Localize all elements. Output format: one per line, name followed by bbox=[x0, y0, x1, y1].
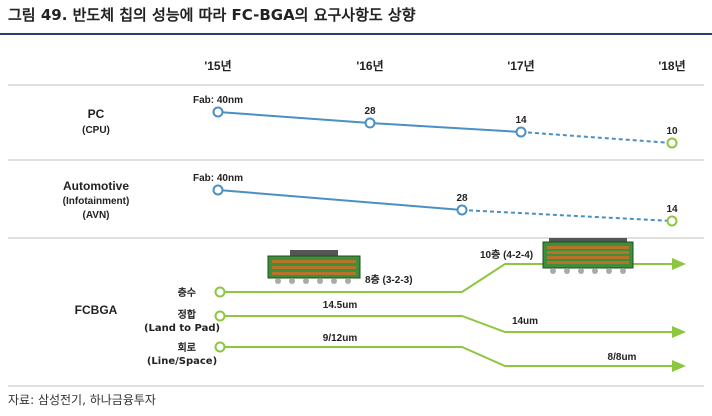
data-label: Fab: 40nm bbox=[193, 173, 243, 184]
fcbga-item-alignment: 정합 (Land to Pad) 14.5um 14um bbox=[144, 300, 686, 338]
substrate-layer bbox=[272, 272, 356, 275]
substrate-board bbox=[542, 241, 634, 269]
data-point bbox=[456, 204, 468, 216]
substrate-chip-top bbox=[290, 250, 338, 256]
fcbga-to-label: 14um bbox=[512, 316, 538, 327]
fcbga-item-label: 회로 bbox=[178, 341, 196, 354]
fcbga-arrow-line bbox=[224, 346, 686, 372]
solder-ball bbox=[289, 278, 295, 284]
data-point bbox=[214, 286, 226, 298]
data-label: 14 bbox=[515, 115, 527, 126]
fcbga-to-label: 10층 (4-2-4) bbox=[480, 248, 533, 261]
fcbga-from-label: 14.5um bbox=[323, 300, 358, 311]
substrate-layer bbox=[272, 260, 356, 263]
row-label-automotive: Automotive bbox=[63, 179, 129, 193]
fcbga-item-label: 층수 bbox=[178, 286, 196, 299]
fcbga-arrow-line bbox=[224, 315, 686, 338]
row-sublabel: (AVN) bbox=[82, 210, 109, 221]
fcbga-item-label: 정합 bbox=[178, 308, 197, 321]
substrate-layer bbox=[547, 261, 629, 264]
series-line-segment bbox=[217, 111, 371, 124]
series-automotive: Fab: 40nm 28 14 bbox=[193, 173, 678, 227]
data-point bbox=[212, 184, 224, 196]
solder-ball bbox=[303, 278, 309, 284]
solder-ball bbox=[550, 268, 556, 274]
series-line-segment-dashed bbox=[461, 209, 673, 222]
substrate-image-large bbox=[542, 238, 634, 274]
row-sublabel: (Infotainment) bbox=[63, 196, 130, 207]
x-tick-label: '16년 bbox=[356, 59, 383, 73]
substrate-layer bbox=[547, 246, 629, 249]
data-label: 28 bbox=[456, 193, 468, 204]
substrate-image-small bbox=[267, 250, 361, 284]
solder-ball bbox=[275, 278, 281, 284]
fcbga-to-label: 8/8um bbox=[608, 352, 637, 363]
data-label: 14 bbox=[666, 204, 678, 215]
fcbga-item-sublabel: (Land to Pad) bbox=[144, 323, 220, 334]
solder-ball bbox=[331, 278, 337, 284]
x-tick-label: '15년 bbox=[204, 59, 231, 73]
substrate-layer bbox=[547, 251, 629, 254]
substrate-layer bbox=[547, 256, 629, 259]
fcbga-item-circuit: 회로 (Line/Space) 9/12um 8/8um bbox=[147, 333, 686, 372]
data-point bbox=[212, 106, 224, 118]
chart-title: 그림 49. 반도체 칩의 성능에 따라 FC-BGA의 요구사항도 상향 bbox=[8, 6, 416, 24]
series-pc: Fab: 40nm 28 14 10 bbox=[193, 95, 678, 149]
solder-ball bbox=[345, 278, 351, 284]
data-label: 28 bbox=[364, 106, 376, 117]
data-point bbox=[364, 117, 376, 129]
row-label-pc: PC bbox=[88, 107, 105, 121]
row-sublabel: (CPU) bbox=[82, 125, 110, 136]
solder-ball bbox=[592, 268, 598, 274]
series-line-segment bbox=[217, 189, 463, 211]
series-line-segment bbox=[369, 122, 522, 133]
solder-ball bbox=[564, 268, 570, 274]
data-label: Fab: 40nm bbox=[193, 95, 243, 106]
row-label-fcbga: FCBGA bbox=[75, 303, 118, 317]
data-point bbox=[214, 310, 226, 322]
source-note: 자료: 삼성전기, 하나금융투자 bbox=[8, 393, 156, 407]
data-point bbox=[666, 137, 678, 149]
x-tick-label: '18년 bbox=[658, 59, 685, 73]
data-label: 10 bbox=[666, 126, 678, 137]
solder-ball bbox=[578, 268, 584, 274]
series-line-segment-dashed bbox=[520, 131, 673, 144]
data-point bbox=[515, 126, 527, 138]
fcbga-from-label: 8층 (3-2-3) bbox=[365, 273, 413, 286]
solder-ball bbox=[606, 268, 612, 274]
solder-ball bbox=[317, 278, 323, 284]
x-tick-label: '17년 bbox=[507, 59, 534, 73]
data-point bbox=[214, 341, 226, 353]
fcbga-item-layers: 층수 8층 (3-2-3) 10층 (4-2-4) bbox=[178, 248, 686, 299]
substrate-chip-top bbox=[549, 238, 627, 242]
substrate-layer bbox=[272, 266, 356, 269]
fcbga-item-sublabel: (Line/Space) bbox=[147, 356, 217, 367]
solder-ball bbox=[620, 268, 626, 274]
data-point bbox=[666, 215, 678, 227]
fcbga-from-label: 9/12um bbox=[323, 333, 358, 344]
